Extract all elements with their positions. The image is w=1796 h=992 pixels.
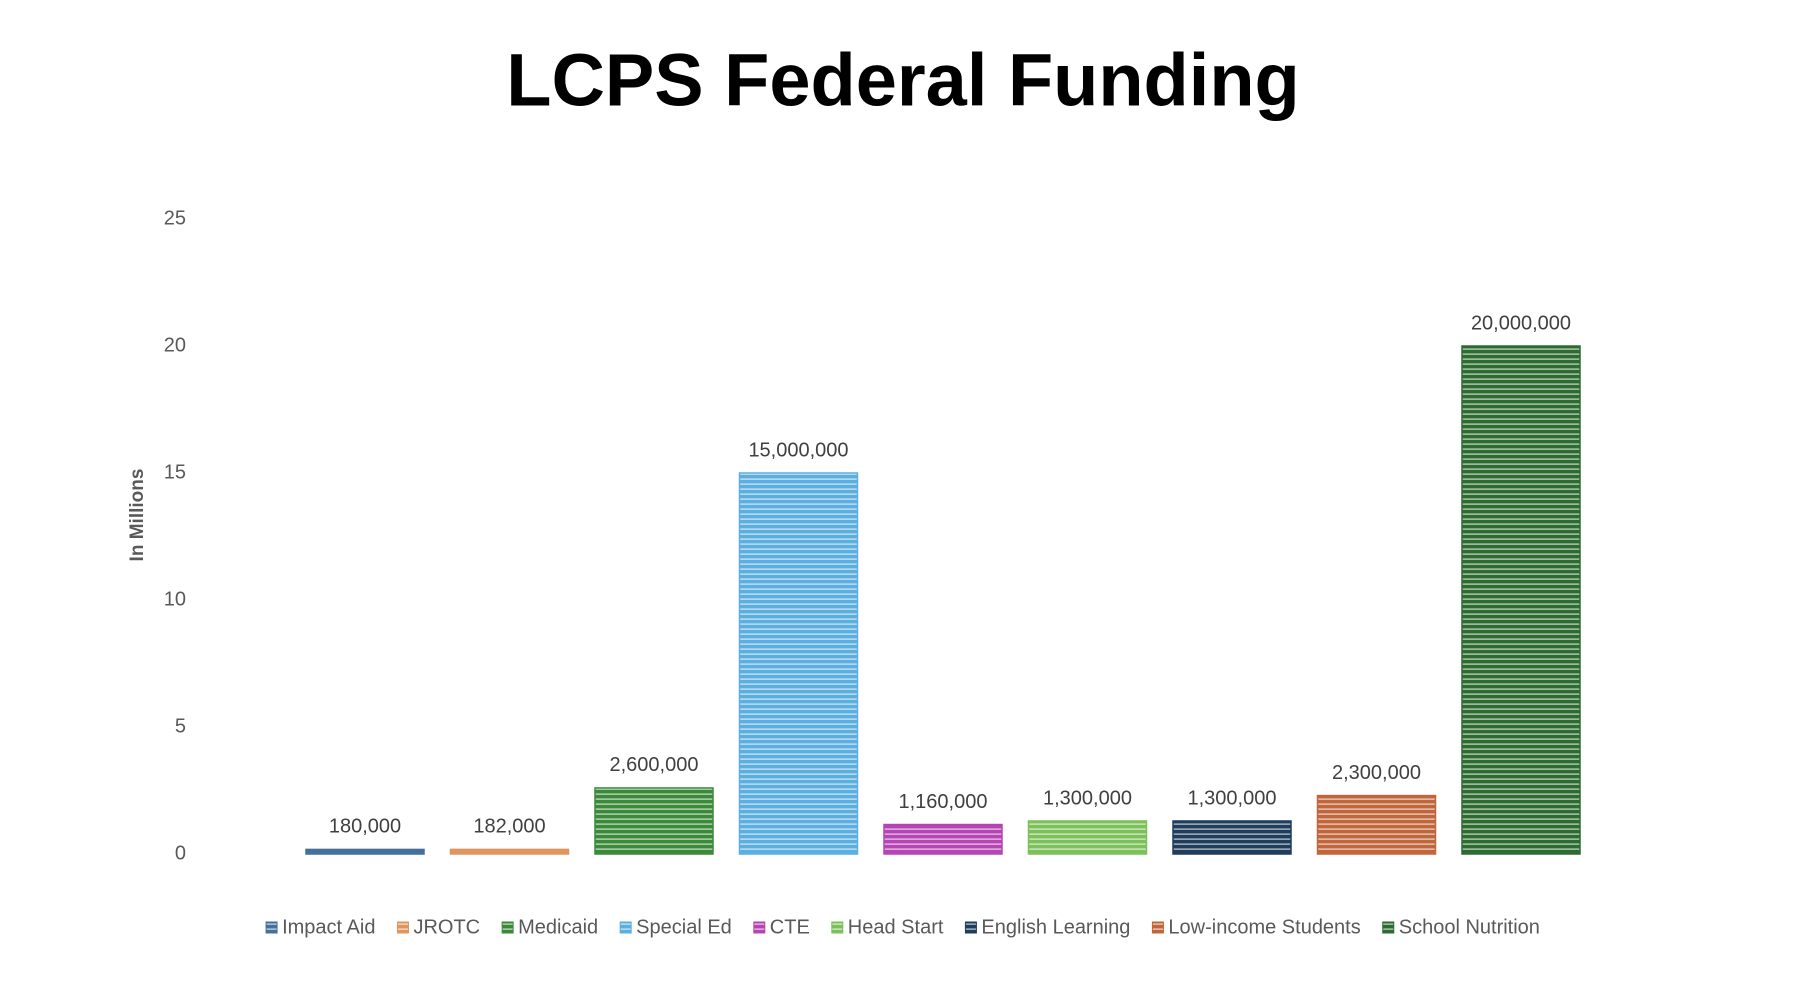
bar (883, 823, 1003, 855)
bar (594, 787, 714, 855)
data-label: 1,300,000 (1188, 787, 1277, 809)
legend-label: Medicaid (518, 916, 598, 938)
y-tick-label: 5 (175, 715, 186, 737)
legend-marker (831, 921, 844, 934)
legend-marker (753, 921, 766, 934)
bar (449, 848, 570, 855)
legend-marker (619, 921, 632, 934)
bar (1027, 820, 1148, 855)
y-tick-label: 0 (175, 842, 186, 864)
y-axis-title: In Millions (127, 469, 148, 562)
y-tick-label: 25 (164, 207, 186, 229)
legend: Impact Aid JROTC Medicaid Special Ed CTE Head… (265, 916, 1540, 938)
bar (1461, 345, 1581, 855)
legend-marker (1382, 921, 1395, 934)
legend-marker (396, 921, 409, 934)
data-label: 182,000 (473, 816, 545, 838)
legend-marker (501, 921, 514, 934)
bar (738, 472, 859, 855)
legend-marker (1151, 921, 1164, 934)
data-label: 2,300,000 (1332, 762, 1421, 784)
legend-label: School Nutrition (1399, 916, 1540, 938)
data-label: 2,600,000 (610, 754, 699, 776)
legend-label: Low-income Students (1168, 916, 1360, 938)
legend-label: Impact Aid (282, 916, 375, 938)
data-label: 1,160,000 (899, 791, 988, 813)
data-label: 20,000,000 (1471, 312, 1571, 334)
bar (1172, 820, 1292, 855)
legend-label: CTE (770, 916, 810, 938)
data-label: 15,000,000 (748, 439, 848, 461)
data-label: 1,300,000 (1043, 787, 1132, 809)
bar (305, 848, 425, 855)
chart-title: LCPS Federal Funding (506, 39, 1299, 122)
legend-label: Head Start (848, 916, 944, 938)
y-tick-label: 15 (164, 461, 186, 483)
legend-label: JROTC (413, 916, 480, 938)
y-tick-label: 20 (164, 334, 186, 356)
data-label: 180,000 (329, 816, 401, 838)
legend-label: Special Ed (636, 916, 732, 938)
bar (1316, 794, 1437, 855)
y-tick-label: 10 (164, 588, 186, 610)
legend-label: English Learning (981, 916, 1130, 938)
legend-marker (964, 921, 977, 934)
legend-marker (265, 921, 278, 934)
